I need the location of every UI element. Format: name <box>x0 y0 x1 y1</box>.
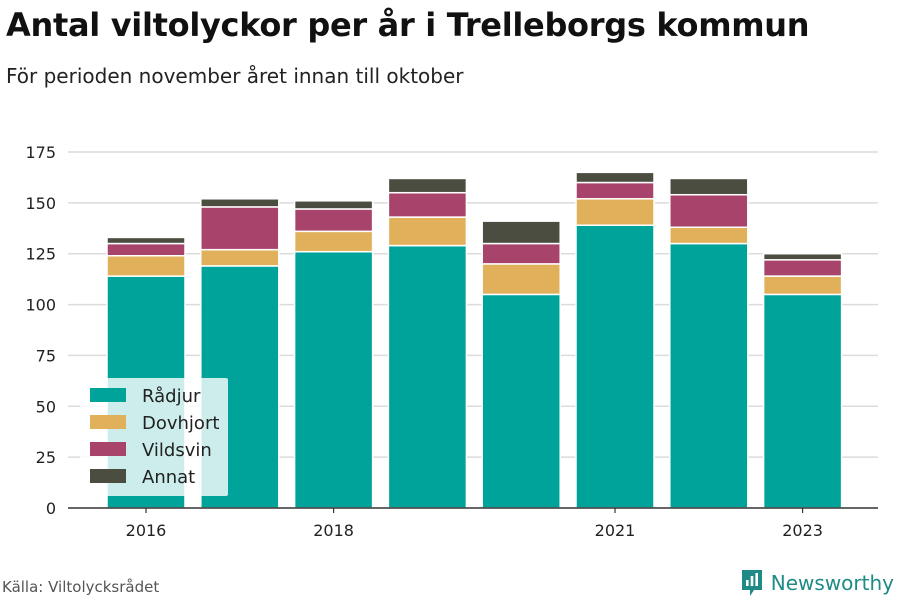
bar-segment-vildsvin <box>481 242 561 265</box>
chart-title: Antal viltolyckor per år i Trelleborgs k… <box>6 6 810 44</box>
bar-segment-annat <box>481 220 561 245</box>
brand-logo: Newsworthy <box>740 568 894 598</box>
legend-box <box>80 378 228 496</box>
x-tick-label: 2018 <box>313 521 354 540</box>
bar-segment-dovhjort <box>200 248 280 267</box>
bar-segment-rådjur <box>481 293 561 509</box>
bars <box>106 171 843 509</box>
legend-swatch <box>90 388 126 402</box>
bar-segment-rådjur <box>575 224 655 509</box>
bar-segment-annat <box>669 177 749 196</box>
newsworthy-logo-icon <box>741 570 762 596</box>
bar-segment-annat <box>293 200 374 210</box>
axes: 0 25 50 75 100 125 150 175 2016 2018 2021 2023 <box>25 143 878 540</box>
bar-segment-dovhjort <box>575 198 655 226</box>
bar-segment-rådjur <box>762 293 843 509</box>
legend: Rådjur Dovhjort Vildsvin Annat <box>80 378 228 496</box>
bar-segment-dovhjort <box>106 254 186 277</box>
bar-segment-vildsvin <box>762 259 843 277</box>
chart-subtitle: För perioden november året innan till ok… <box>6 64 464 88</box>
y-tick-label: 50 <box>36 397 56 416</box>
legend-label: Vildsvin <box>142 440 212 461</box>
bar-segment-vildsvin <box>669 193 749 229</box>
bar-segment-annat <box>200 198 280 208</box>
y-tick-label: 0 <box>46 499 56 518</box>
legend-swatch <box>90 442 126 456</box>
bar-segment-rådjur <box>293 250 374 509</box>
y-tick-label: 75 <box>36 346 56 365</box>
x-tick-label: 2021 <box>595 521 636 540</box>
y-tick-label: 150 <box>25 194 56 213</box>
source-note: Källa: Viltolycksrådet <box>2 578 160 596</box>
bar-segment-dovhjort <box>762 275 843 296</box>
bar-segment-annat <box>106 236 186 245</box>
bar-segment-vildsvin <box>575 181 655 200</box>
bar-segment-vildsvin <box>387 191 468 218</box>
legend-swatch <box>90 415 126 429</box>
bar-segment-rådjur <box>387 244 468 509</box>
bar-segment-annat <box>762 252 843 261</box>
x-tick-label: 2023 <box>782 521 823 540</box>
bar-segment-vildsvin <box>200 206 280 251</box>
y-tick-label: 25 <box>36 448 56 467</box>
y-tick-label: 175 <box>25 143 56 162</box>
legend-swatch <box>90 469 126 483</box>
bar-segment-vildsvin <box>293 208 374 233</box>
bar-segment-rådjur <box>669 242 749 509</box>
bar-segment-annat <box>387 177 468 194</box>
bar-segment-dovhjort <box>387 216 468 247</box>
brand-name: Newsworthy <box>770 571 894 595</box>
bar-segment-dovhjort <box>293 230 374 253</box>
legend-label: Rådjur <box>142 386 201 407</box>
bar-segment-dovhjort <box>481 263 561 296</box>
bar-segment-vildsvin <box>106 242 186 257</box>
legend-label: Annat <box>142 467 195 488</box>
bar-segment-dovhjort <box>669 226 749 245</box>
x-tick-label: 2016 <box>126 521 167 540</box>
y-tick-label: 100 <box>25 296 56 315</box>
bar-segment-annat <box>575 171 655 184</box>
legend-label: Dovhjort <box>142 413 219 434</box>
y-tick-label: 125 <box>25 245 56 264</box>
